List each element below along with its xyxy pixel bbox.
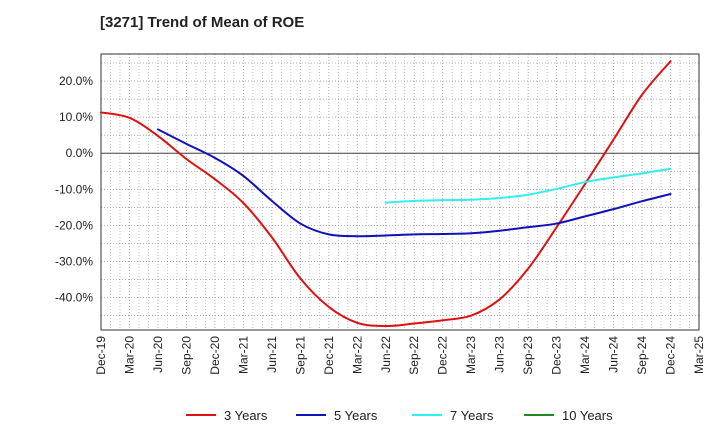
x-tick-label: Mar-24 <box>578 336 592 374</box>
y-tick-label: 0.0% <box>66 146 94 160</box>
x-tick-label: Jun-22 <box>379 336 393 373</box>
y-tick-label: 20.0% <box>59 74 93 88</box>
x-tick-label: Jun-21 <box>265 336 279 373</box>
y-tick-label: -30.0% <box>55 254 93 268</box>
legend-label: 5 Years <box>334 408 378 423</box>
legend: 3 Years 5 Years 7 Years 10 Years <box>186 408 613 423</box>
y-tick-label: 10.0% <box>59 110 93 124</box>
x-tick-label: Mar-22 <box>350 336 364 374</box>
legend-label: 10 Years <box>562 408 613 423</box>
legend-label: 7 Years <box>450 408 494 423</box>
series-line-3-years <box>100 60 672 328</box>
x-tick-label: Mar-23 <box>464 336 478 374</box>
series-line-7-years <box>384 167 672 204</box>
x-tick-label: Mar-20 <box>122 336 136 374</box>
x-tick-label: Dec-19 <box>94 336 108 375</box>
x-tick-label: Dec-21 <box>322 336 336 375</box>
x-tick-label: Dec-20 <box>208 336 222 375</box>
x-tick-label: Sep-20 <box>179 336 193 375</box>
y-tick-label: -40.0% <box>55 291 93 305</box>
x-tick-label: Sep-23 <box>521 336 535 375</box>
x-axis-ticks: Dec-19 Mar-20 Jun-20 Sep-20 Dec-20 Mar-21 Jun-… <box>94 336 706 375</box>
plot-frame <box>100 53 700 331</box>
x-tick-label: Jun-24 <box>607 336 621 373</box>
x-tick-label: Sep-21 <box>293 336 307 375</box>
series-line-5-years <box>156 128 672 238</box>
x-tick-label: Jun-23 <box>493 336 507 373</box>
x-tick-label: Mar-21 <box>236 336 250 374</box>
plot-area <box>101 54 699 330</box>
y-tick-label: -20.0% <box>55 218 93 232</box>
legend-label: 3 Years <box>224 408 268 423</box>
axes <box>100 53 700 331</box>
y-axis-ticks: 20.0% 10.0% 0.0% -10.0% -20.0% -30.0% -40.0% <box>55 74 93 304</box>
series-lines <box>100 60 672 328</box>
chart-title: [3271] Trend of Mean of ROE <box>100 14 305 31</box>
x-tick-label: Dec-22 <box>436 336 450 375</box>
x-tick-label: Sep-24 <box>635 336 649 375</box>
y-tick-label: -10.0% <box>55 182 93 196</box>
x-tick-label: Jun-20 <box>151 336 165 373</box>
x-tick-label: Sep-22 <box>407 336 421 375</box>
x-tick-label: Dec-23 <box>550 336 564 375</box>
x-tick-label: Dec-24 <box>664 336 678 375</box>
x-tick-label: Mar-25 <box>692 336 706 374</box>
